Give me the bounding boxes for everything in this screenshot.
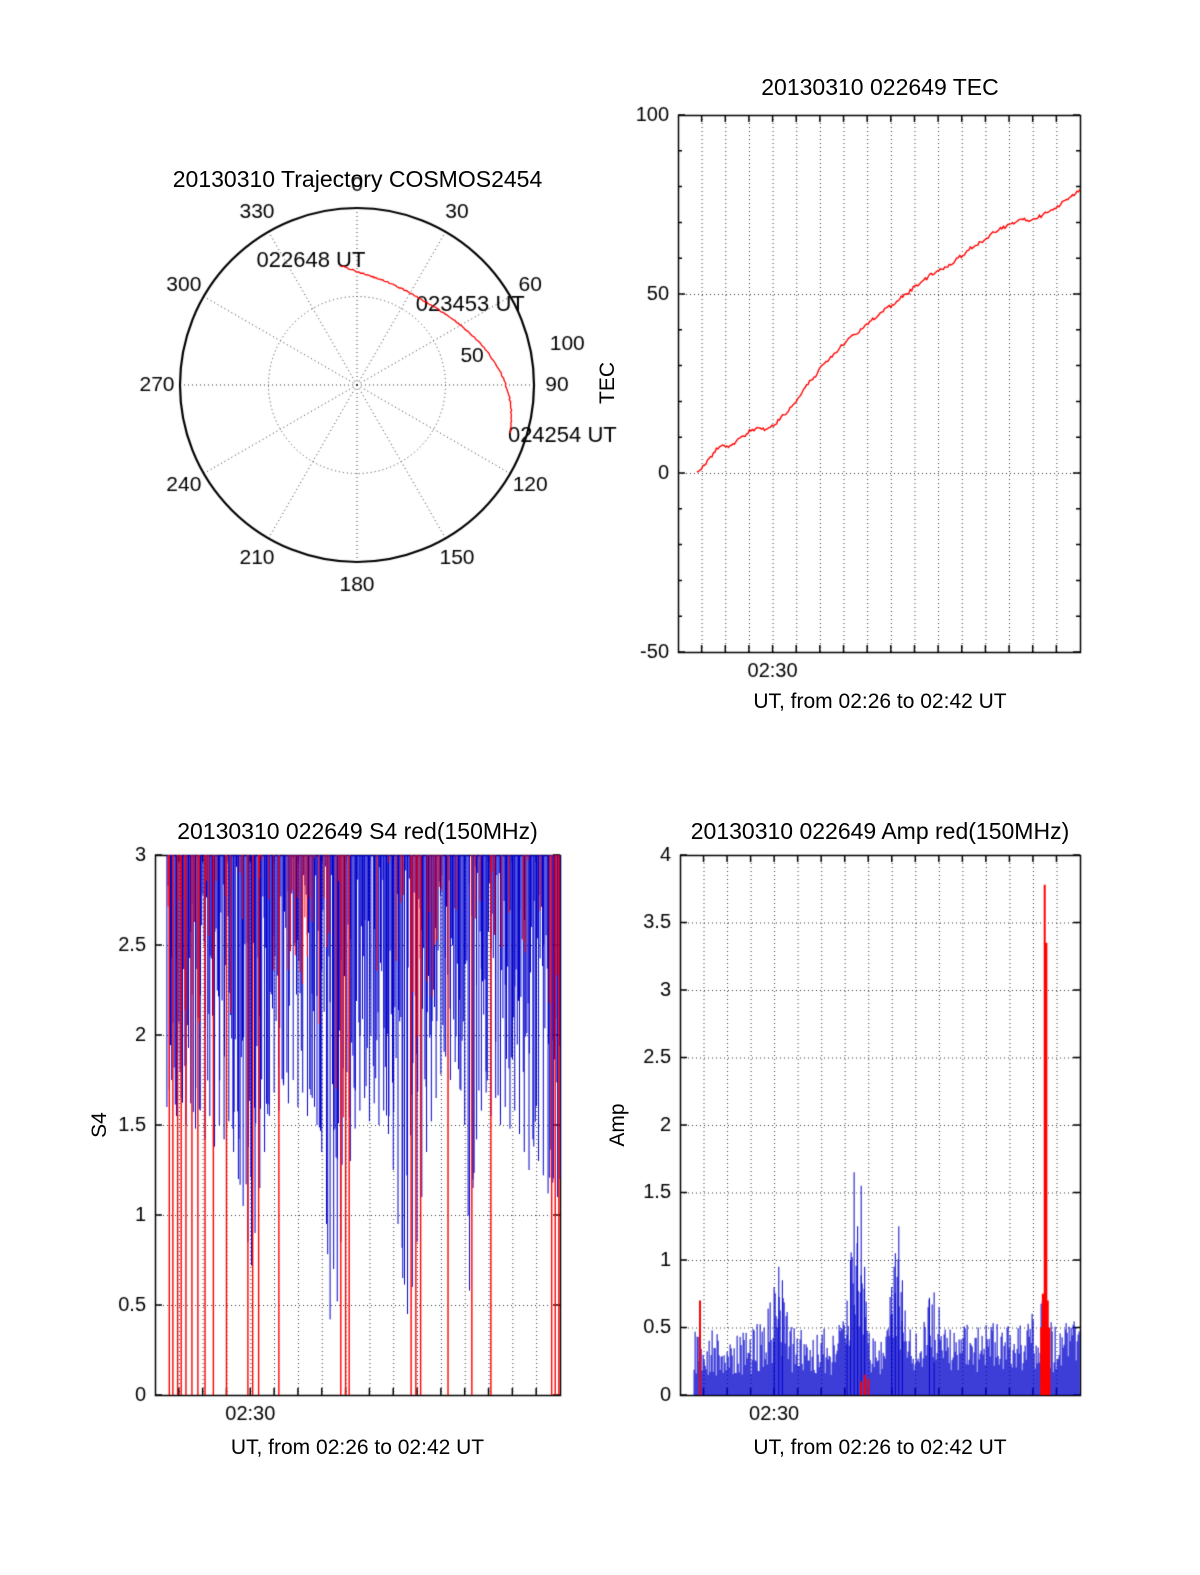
figure-page: 20130310 Trajectory COSMOS2454 20130310 … xyxy=(0,0,1200,1575)
figure-canvas xyxy=(0,0,1200,1575)
